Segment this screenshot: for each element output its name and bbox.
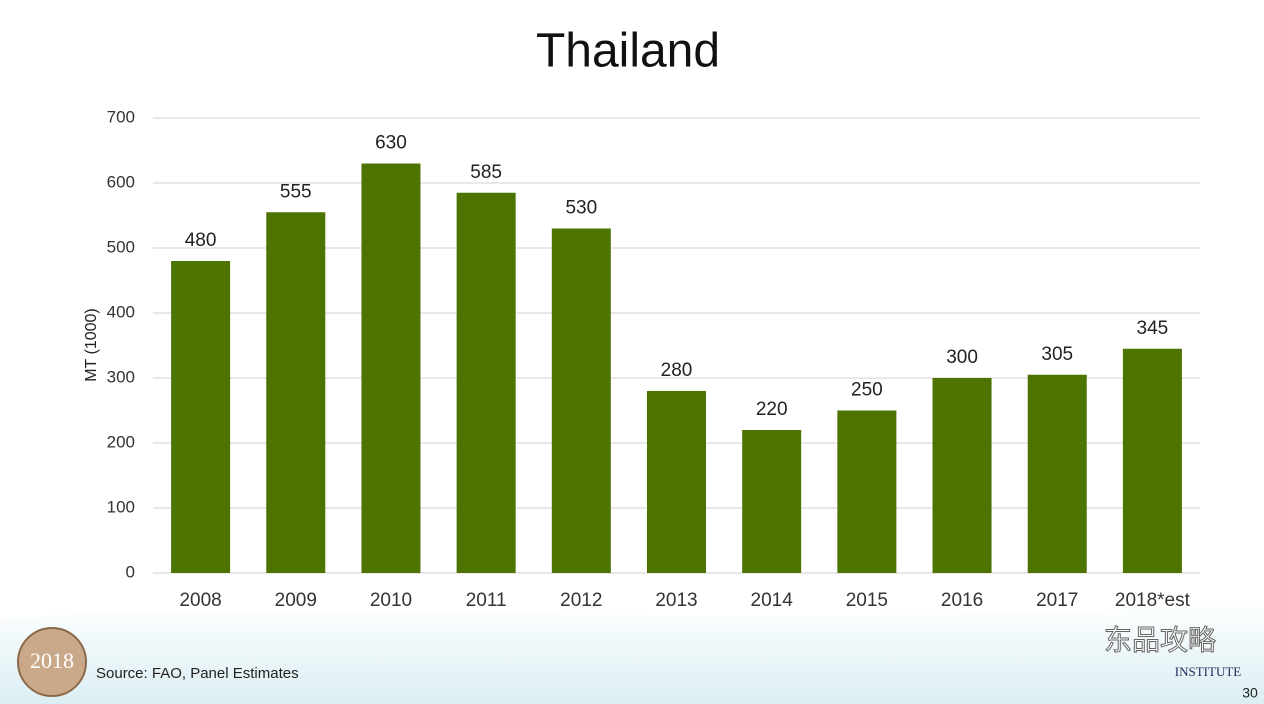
y-tick-label: 400 [107,302,135,321]
data-label: 220 [756,399,788,420]
x-tick-label: 2011 [466,590,507,611]
data-label: 345 [1137,318,1169,339]
x-tick-label: 2009 [275,590,317,611]
data-label: 305 [1041,344,1073,365]
y-tick-label: 600 [107,172,135,191]
nfi-logo-text: INSTITUTE [1175,664,1241,679]
bar [1027,374,1087,573]
background-wave [0,600,1264,704]
data-label: 630 [375,133,407,154]
source-note: Source: FAO, Panel Estimates [96,665,299,682]
data-label: 555 [280,181,312,202]
x-tick-label: 2014 [751,590,794,611]
y-tick-label: 0 [126,562,135,581]
bar [1122,348,1182,573]
data-label: 250 [851,380,883,401]
data-label: 280 [661,360,693,381]
bar [646,391,707,573]
bar [551,228,611,573]
x-tick-label: 2013 [655,590,697,611]
bar [361,163,421,573]
y-tick-label: 300 [107,367,135,386]
bar [742,430,802,573]
chart-title: Thailand [536,25,720,78]
y-axis-label: MT (1000) [83,308,100,382]
y-tick-label: 700 [107,107,135,126]
logo-text: 2018 [30,648,74,673]
data-label: 530 [565,198,597,219]
bar [932,378,992,573]
data-label: 480 [185,230,217,251]
x-tick-label: 2008 [179,590,221,611]
data-label: 300 [946,347,978,368]
x-tick-label: 2017 [1036,590,1078,611]
y-tick-label: 200 [107,432,135,451]
watermark: 东品攻略 [1104,624,1216,655]
page-number: 30 [1242,685,1258,701]
x-tick-label: 2012 [560,590,602,611]
x-tick-label: 2015 [846,590,888,611]
y-tick-label: 500 [107,237,135,256]
x-tick-label: 2018*est [1115,590,1191,611]
data-label: 585 [470,162,502,183]
bar [266,212,326,573]
bar [171,261,231,573]
x-tick-label: 2016 [941,590,983,611]
bar [837,410,897,573]
conference-logo [17,627,87,697]
bar [456,192,516,573]
x-tick-label: 2010 [370,590,412,611]
y-tick-label: 100 [107,497,135,516]
